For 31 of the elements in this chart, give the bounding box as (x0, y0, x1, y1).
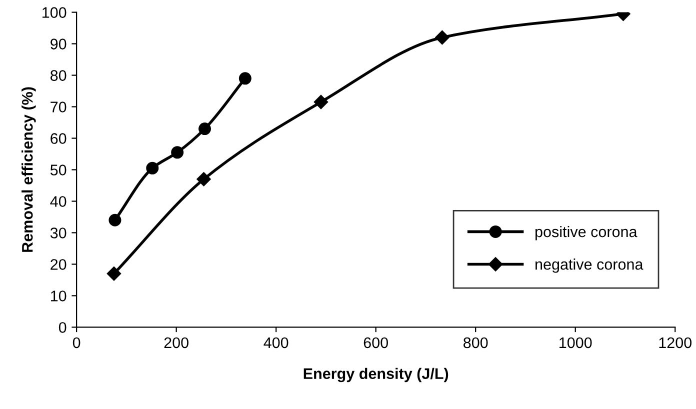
point (198, 122, 211, 136)
point (238, 72, 252, 85)
y-tick-label: 90 (50, 38, 66, 50)
x-axis-title: Energy density (J/L) (304, 368, 448, 382)
x-tick-label: 1200 (659, 337, 692, 348)
legend-label: positive corona (536, 226, 638, 240)
y-tick-label: 40 (50, 196, 66, 207)
y-tick-label: 100 (42, 7, 66, 18)
x-tick-label: 1000 (560, 337, 592, 348)
point (106, 266, 122, 281)
y-tick-label: 50 (50, 164, 66, 176)
point (196, 172, 211, 186)
x-tick-label: 400 (264, 337, 288, 348)
y-tick-label: 10 (51, 290, 66, 302)
legend-label: negative corona (536, 258, 644, 273)
y-tick-label: 60 (50, 133, 66, 144)
y-tick-label: 70 (50, 102, 66, 112)
x-tick-label: 800 (464, 337, 488, 348)
point (314, 94, 328, 110)
y-tick-label: 30 (50, 228, 66, 238)
x-tick-label: 600 (364, 337, 388, 348)
point (435, 30, 450, 45)
y-axis-title: Removal efficiency (%) (22, 87, 36, 252)
y-tick-label: 20 (50, 259, 66, 270)
point (146, 162, 159, 174)
x-tick-label: 0 (72, 337, 80, 348)
x-tick-label: 200 (164, 337, 188, 348)
point (108, 214, 122, 226)
y-tick-label: 80 (50, 70, 66, 81)
y-tick-label: 0 (58, 322, 66, 333)
point (171, 146, 184, 159)
